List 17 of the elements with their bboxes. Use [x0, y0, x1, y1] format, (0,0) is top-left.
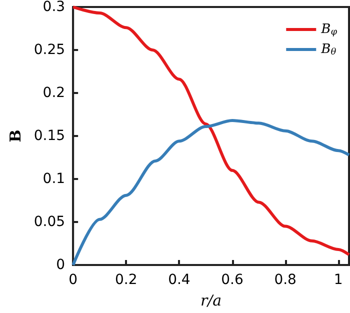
y-axis-title: B	[6, 130, 24, 142]
y-tick-label: 0.15	[34, 128, 66, 144]
x-tick-label: 0	[68, 272, 78, 288]
y-tick-label: 0.1	[42, 171, 66, 187]
line-series	[72, 119, 350, 266]
x-tick-label: 0.4	[168, 272, 190, 288]
x-tick-label: 0.2	[115, 272, 138, 288]
x-tick-label: 0.8	[274, 272, 296, 288]
y-tick-label: 0.3	[42, 0, 66, 15]
y-tick-label: 0	[56, 257, 66, 273]
x-tick-label: 1	[334, 272, 343, 288]
x-tick-label: 0.6	[221, 272, 244, 288]
y-tick-label: 0.05	[34, 214, 66, 230]
y-tick-label: 0.25	[34, 42, 66, 58]
line-series	[72, 6, 350, 256]
x-axis-title: r/a	[200, 292, 222, 310]
y-tick-label: 0.2	[42, 85, 66, 101]
